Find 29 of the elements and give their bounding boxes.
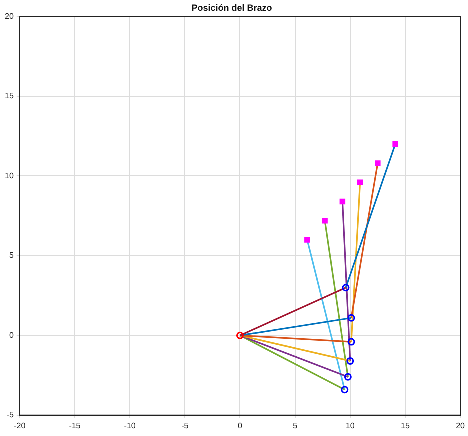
point bbox=[392, 141, 398, 148]
x-tick-label: 15 bbox=[401, 421, 410, 430]
point bbox=[341, 386, 349, 394]
point bbox=[348, 314, 356, 322]
point bbox=[304, 237, 310, 243]
y-tick-label: 20 bbox=[4, 12, 14, 22]
point bbox=[236, 332, 244, 340]
point bbox=[342, 284, 350, 292]
y-tick-label: -5 bbox=[6, 410, 14, 420]
chart-title: Posición del Brazo bbox=[192, 2, 273, 13]
point bbox=[375, 160, 381, 166]
x-tick-label: -15 bbox=[69, 421, 82, 430]
y-tick-label: 15 bbox=[4, 92, 14, 101]
x-tick-label: 10 bbox=[346, 421, 356, 430]
point bbox=[322, 218, 328, 224]
x-tick-label: -20 bbox=[14, 421, 26, 430]
y-tick-label: 5 bbox=[9, 251, 14, 260]
point bbox=[348, 338, 356, 346]
point bbox=[357, 180, 364, 186]
x-tick-label: 0 bbox=[238, 421, 243, 430]
x-tick-label: -5 bbox=[182, 421, 190, 430]
point bbox=[346, 357, 354, 365]
x-tick-label: -10 bbox=[124, 421, 136, 430]
x-tick-label: 20 bbox=[456, 421, 466, 430]
x-tick-label: 5 bbox=[293, 421, 298, 430]
y-tick-label: 10 bbox=[4, 171, 14, 180]
point bbox=[340, 198, 346, 205]
point bbox=[344, 373, 352, 381]
y-tick-label: 0 bbox=[9, 330, 14, 340]
